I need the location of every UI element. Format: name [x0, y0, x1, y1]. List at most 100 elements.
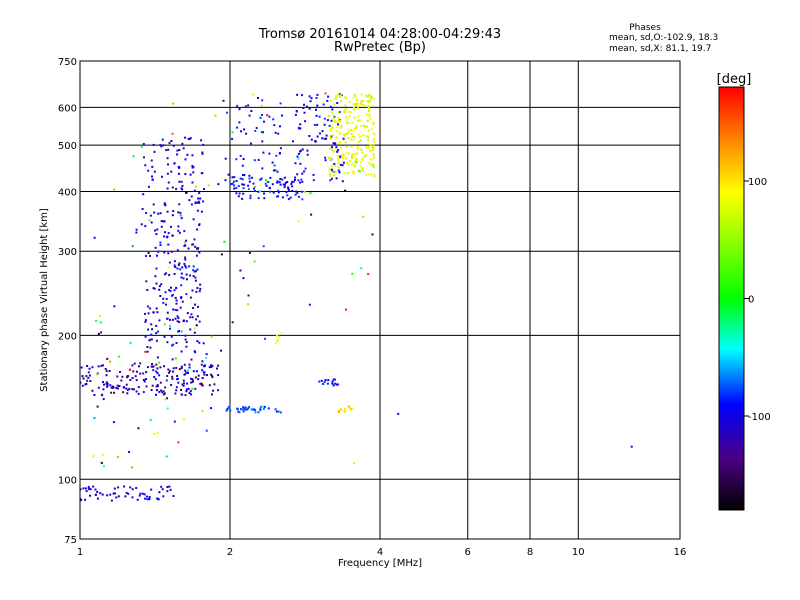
data-point	[248, 174, 251, 177]
data-point	[177, 330, 180, 333]
data-point	[296, 155, 299, 158]
data-point	[331, 111, 334, 114]
data-point	[237, 185, 240, 187]
data-point	[336, 154, 339, 157]
data-point	[247, 407, 250, 410]
data-point	[273, 164, 276, 167]
data-point	[249, 194, 252, 197]
data-point	[172, 102, 175, 105]
data-point	[135, 231, 138, 234]
data-point	[145, 495, 148, 498]
data-point	[177, 381, 180, 384]
data-point	[192, 218, 195, 221]
data-point	[352, 153, 355, 156]
data-point	[208, 384, 211, 387]
data-point	[295, 190, 298, 193]
data-point	[306, 149, 309, 152]
data-point	[226, 407, 229, 410]
data-point	[164, 231, 166, 234]
data-point	[318, 115, 321, 118]
data-point	[171, 132, 174, 135]
data-point	[85, 375, 88, 378]
data-point	[329, 137, 332, 140]
data-point	[337, 166, 340, 169]
data-point	[176, 375, 179, 377]
data-point	[122, 386, 125, 388]
data-point	[160, 145, 163, 148]
data-point	[149, 307, 152, 310]
data-point	[171, 318, 174, 321]
data-point	[156, 432, 159, 434]
data-point	[200, 210, 203, 213]
data-point	[168, 261, 171, 264]
data-point	[178, 203, 181, 206]
data-point	[253, 187, 255, 190]
data-point	[153, 376, 156, 378]
data-point	[168, 289, 171, 292]
data-point	[116, 375, 119, 378]
data-point	[232, 180, 235, 183]
data-point	[362, 169, 365, 172]
data-point	[332, 117, 335, 120]
data-point	[181, 188, 184, 191]
data-point	[100, 461, 103, 464]
data-point	[231, 176, 234, 179]
data-point	[139, 372, 142, 375]
data-point	[324, 156, 327, 159]
data-point	[171, 186, 174, 189]
data-point	[203, 188, 206, 190]
data-point	[127, 492, 130, 495]
data-point	[159, 241, 162, 244]
data-point	[194, 376, 197, 379]
data-point	[156, 497, 159, 500]
data-point	[334, 382, 337, 385]
data-point	[202, 200, 205, 203]
data-point	[337, 117, 340, 120]
data-point	[275, 154, 278, 157]
data-point	[185, 345, 188, 348]
data-point	[155, 307, 158, 310]
data-point	[109, 493, 112, 496]
data-point	[298, 195, 300, 198]
data-point	[372, 123, 375, 126]
data-point	[147, 328, 150, 331]
data-point	[329, 179, 332, 182]
data-point	[244, 406, 247, 409]
data-point	[231, 131, 234, 134]
data-point	[194, 270, 197, 273]
data-point	[151, 175, 153, 178]
data-point	[184, 244, 187, 247]
data-point	[151, 363, 153, 365]
data-point	[352, 407, 355, 410]
data-point	[155, 324, 158, 327]
data-points	[80, 92, 633, 502]
data-point	[255, 127, 258, 129]
data-point	[166, 311, 169, 314]
data-point	[249, 197, 252, 200]
data-point	[277, 132, 280, 135]
data-point	[360, 100, 363, 103]
data-point	[321, 137, 324, 140]
data-point	[200, 363, 203, 366]
y-tick-label: 100	[58, 475, 77, 486]
data-point	[372, 153, 375, 156]
data-point	[353, 136, 356, 139]
data-point	[143, 380, 146, 383]
data-point	[152, 369, 155, 372]
data-point	[80, 488, 82, 491]
data-point	[178, 231, 181, 234]
data-point	[278, 152, 281, 154]
data-point	[183, 262, 186, 265]
data-point	[353, 130, 356, 133]
data-point	[331, 149, 334, 152]
data-point	[185, 239, 188, 242]
data-point	[80, 497, 82, 500]
data-point	[135, 390, 138, 393]
data-point	[172, 308, 175, 311]
data-point	[339, 163, 342, 166]
data-point	[174, 296, 177, 299]
data-point	[213, 383, 216, 386]
data-point	[145, 385, 148, 388]
data-point	[337, 157, 339, 160]
data-point	[178, 321, 181, 323]
